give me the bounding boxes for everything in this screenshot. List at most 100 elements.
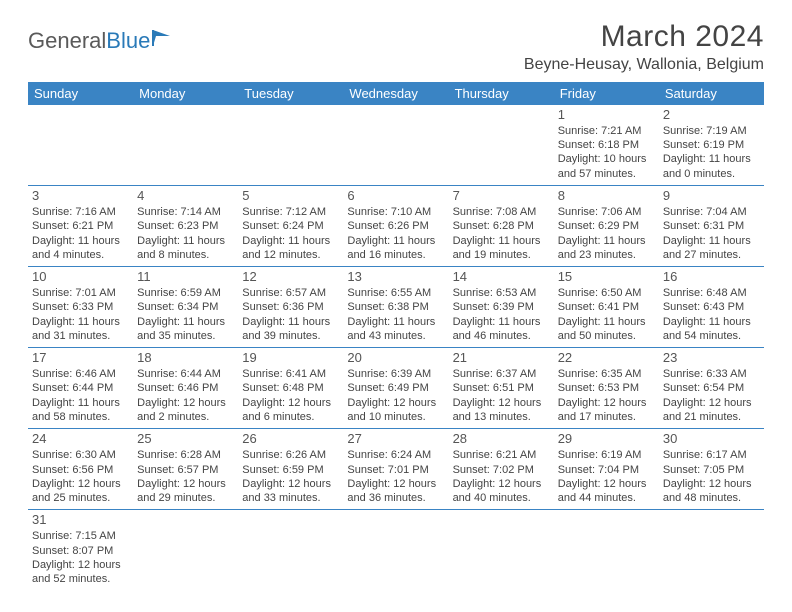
daylight-text: Daylight: 11 hours — [663, 234, 760, 248]
sunrise-text: Sunrise: 7:19 AM — [663, 124, 760, 138]
daylight-text: Daylight: 11 hours — [347, 234, 444, 248]
daylight-text: and 12 minutes. — [242, 248, 339, 262]
daylight-text: Daylight: 12 hours — [242, 396, 339, 410]
sunrise-text: Sunrise: 6:46 AM — [32, 367, 129, 381]
daylight-text: Daylight: 12 hours — [137, 477, 234, 491]
calendar-day-cell: 26Sunrise: 6:26 AMSunset: 6:59 PMDayligh… — [238, 429, 343, 510]
weekday-header: Thursday — [449, 82, 554, 105]
sunset-text: Sunset: 6:44 PM — [32, 381, 129, 395]
sunrise-text: Sunrise: 6:48 AM — [663, 286, 760, 300]
day-number: 18 — [137, 350, 234, 367]
daylight-text: and 50 minutes. — [558, 329, 655, 343]
sunset-text: Sunset: 6:59 PM — [242, 463, 339, 477]
day-number: 11 — [137, 269, 234, 286]
sunset-text: Sunset: 6:24 PM — [242, 219, 339, 233]
calendar-day-cell: 21Sunrise: 6:37 AMSunset: 6:51 PMDayligh… — [449, 348, 554, 429]
day-number: 24 — [32, 431, 129, 448]
daylight-text: Daylight: 11 hours — [242, 234, 339, 248]
sunset-text: Sunset: 6:26 PM — [347, 219, 444, 233]
calendar-day-cell: 13Sunrise: 6:55 AMSunset: 6:38 PMDayligh… — [343, 267, 448, 348]
sunrise-text: Sunrise: 7:10 AM — [347, 205, 444, 219]
daylight-text: Daylight: 12 hours — [242, 477, 339, 491]
calendar-empty-cell — [343, 510, 448, 591]
sunrise-text: Sunrise: 6:39 AM — [347, 367, 444, 381]
calendar-empty-cell — [133, 105, 238, 186]
daylight-text: and 6 minutes. — [242, 410, 339, 424]
calendar-day-cell: 20Sunrise: 6:39 AMSunset: 6:49 PMDayligh… — [343, 348, 448, 429]
daylight-text: Daylight: 12 hours — [347, 477, 444, 491]
day-number: 26 — [242, 431, 339, 448]
day-number: 17 — [32, 350, 129, 367]
logo: GeneralBlue — [28, 20, 176, 54]
sunset-text: Sunset: 6:33 PM — [32, 300, 129, 314]
sunset-text: Sunset: 6:48 PM — [242, 381, 339, 395]
day-number: 8 — [558, 188, 655, 205]
daylight-text: Daylight: 11 hours — [32, 315, 129, 329]
sunrise-text: Sunrise: 6:57 AM — [242, 286, 339, 300]
sunrise-text: Sunrise: 7:21 AM — [558, 124, 655, 138]
calendar-day-cell: 19Sunrise: 6:41 AMSunset: 6:48 PMDayligh… — [238, 348, 343, 429]
calendar-empty-cell — [659, 510, 764, 591]
sunset-text: Sunset: 6:49 PM — [347, 381, 444, 395]
calendar-table: SundayMondayTuesdayWednesdayThursdayFrid… — [28, 82, 764, 590]
title-block: March 2024 Beyne-Heusay, Wallonia, Belgi… — [524, 20, 764, 74]
sunrise-text: Sunrise: 6:33 AM — [663, 367, 760, 381]
calendar-day-cell: 31Sunrise: 7:15 AMSunset: 8:07 PMDayligh… — [28, 510, 133, 591]
calendar-day-cell: 1Sunrise: 7:21 AMSunset: 6:18 PMDaylight… — [554, 105, 659, 186]
sunset-text: Sunset: 6:28 PM — [453, 219, 550, 233]
sunset-text: Sunset: 6:18 PM — [558, 138, 655, 152]
daylight-text: Daylight: 11 hours — [32, 234, 129, 248]
daylight-text: and 17 minutes. — [558, 410, 655, 424]
daylight-text: and 39 minutes. — [242, 329, 339, 343]
sunset-text: Sunset: 6:51 PM — [453, 381, 550, 395]
daylight-text: and 0 minutes. — [663, 167, 760, 181]
day-number: 13 — [347, 269, 444, 286]
daylight-text: and 25 minutes. — [32, 491, 129, 505]
day-number: 14 — [453, 269, 550, 286]
daylight-text: and 40 minutes. — [453, 491, 550, 505]
calendar-day-cell: 27Sunrise: 6:24 AMSunset: 7:01 PMDayligh… — [343, 429, 448, 510]
sunset-text: Sunset: 6:53 PM — [558, 381, 655, 395]
sunrise-text: Sunrise: 6:53 AM — [453, 286, 550, 300]
calendar-empty-cell — [343, 105, 448, 186]
daylight-text: Daylight: 11 hours — [663, 152, 760, 166]
day-number: 5 — [242, 188, 339, 205]
sunset-text: Sunset: 7:04 PM — [558, 463, 655, 477]
calendar-day-cell: 3Sunrise: 7:16 AMSunset: 6:21 PMDaylight… — [28, 186, 133, 267]
sunrise-text: Sunrise: 7:15 AM — [32, 529, 129, 543]
sunrise-text: Sunrise: 6:17 AM — [663, 448, 760, 462]
day-number: 4 — [137, 188, 234, 205]
calendar-day-cell: 22Sunrise: 6:35 AMSunset: 6:53 PMDayligh… — [554, 348, 659, 429]
sunrise-text: Sunrise: 6:44 AM — [137, 367, 234, 381]
day-number: 16 — [663, 269, 760, 286]
daylight-text: Daylight: 12 hours — [137, 396, 234, 410]
sunrise-text: Sunrise: 6:21 AM — [453, 448, 550, 462]
location-label: Beyne-Heusay, Wallonia, Belgium — [524, 56, 764, 74]
weekday-header: Saturday — [659, 82, 764, 105]
daylight-text: and 57 minutes. — [558, 167, 655, 181]
day-number: 27 — [347, 431, 444, 448]
month-title: March 2024 — [524, 20, 764, 54]
calendar-week-row: 1Sunrise: 7:21 AMSunset: 6:18 PM Daylight… — [28, 105, 764, 186]
daylight-text: Daylight: 11 hours — [32, 396, 129, 410]
sunrise-text: Sunrise: 6:28 AM — [137, 448, 234, 462]
sunrise-text: Sunrise: 6:50 AM — [558, 286, 655, 300]
sunrise-text: Sunrise: 7:06 AM — [558, 205, 655, 219]
sunset-text: Sunset: 6:56 PM — [32, 463, 129, 477]
day-number: 10 — [32, 269, 129, 286]
calendar-day-cell: 28Sunrise: 6:21 AMSunset: 7:02 PMDayligh… — [449, 429, 554, 510]
day-number: 9 — [663, 188, 760, 205]
sunrise-text: Sunrise: 6:26 AM — [242, 448, 339, 462]
sunrise-text: Sunrise: 6:24 AM — [347, 448, 444, 462]
calendar-day-cell: 25Sunrise: 6:28 AMSunset: 6:57 PMDayligh… — [133, 429, 238, 510]
daylight-text: and 46 minutes. — [453, 329, 550, 343]
daylight-text: Daylight: 12 hours — [453, 396, 550, 410]
sunset-text: Sunset: 8:07 PM — [32, 544, 129, 558]
daylight-text: Daylight: 12 hours — [32, 477, 129, 491]
day-number: 2 — [663, 107, 760, 124]
calendar-header-row: SundayMondayTuesdayWednesdayThursdayFrid… — [28, 82, 764, 105]
sunset-text: Sunset: 7:01 PM — [347, 463, 444, 477]
sunrise-text: Sunrise: 7:12 AM — [242, 205, 339, 219]
sunset-text: Sunset: 6:57 PM — [137, 463, 234, 477]
day-number: 1 — [558, 107, 655, 124]
